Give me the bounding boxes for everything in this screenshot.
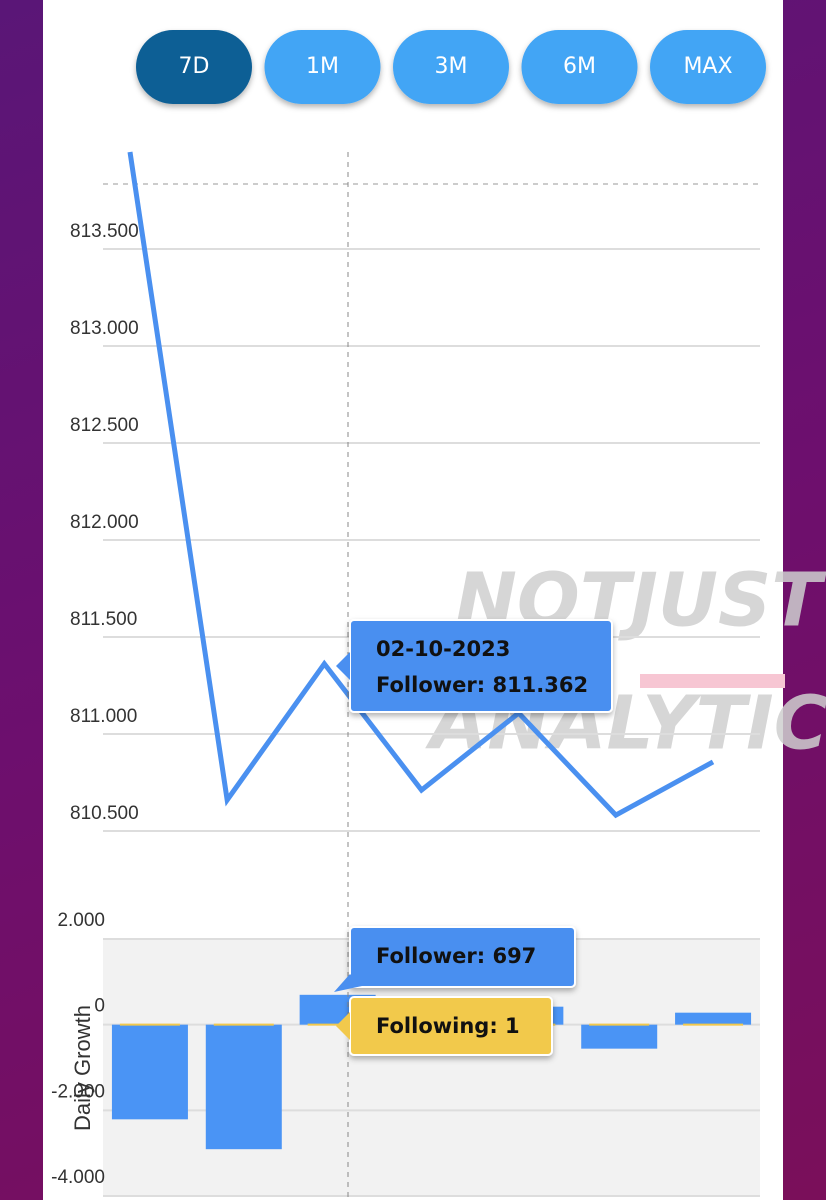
y-tick-label: 2.000 — [57, 910, 105, 931]
range-button[interactable]: 3M — [393, 30, 509, 104]
tooltip-box — [349, 619, 613, 713]
watermark: NOTJUST ANALYTICS — [425, 558, 826, 767]
tooltip-value: Following: 1 — [376, 1014, 520, 1038]
button-label[interactable]: 3M — [435, 54, 468, 79]
y-tick-label: 812.500 — [70, 415, 139, 436]
tooltip-pointer — [336, 652, 350, 680]
range-button[interactable]: 7D — [136, 30, 252, 104]
bar — [675, 1012, 752, 1025]
tooltip-pointer — [334, 974, 362, 992]
y-tick-label: -4.000 — [51, 1167, 105, 1188]
tooltips: 02-10-2023 Follower: 811.362 Follower: 6… — [334, 619, 613, 1056]
button-bg[interactable] — [521, 30, 638, 104]
y-tick-label: -2.000 — [51, 1081, 105, 1102]
button-label[interactable]: 7D — [179, 54, 210, 79]
range-button[interactable]: MAX — [650, 30, 766, 104]
tooltip-box — [349, 926, 576, 988]
y-tick-label: 0 — [94, 996, 105, 1017]
y-tick-label: 813.500 — [70, 221, 139, 242]
watermark-bar — [640, 674, 785, 688]
range-buttons: 7D 1M 3M 6M MAX — [136, 30, 766, 104]
range-button[interactable]: 6M — [521, 30, 638, 104]
tooltip-pointer — [336, 1012, 350, 1040]
y-tick-label: 813.000 — [70, 318, 139, 339]
line-series — [127, 151, 715, 819]
y-tick-label: 810.500 — [70, 803, 139, 824]
button-bg[interactable] — [393, 30, 509, 104]
tooltip-value: Follower: 697 — [376, 944, 536, 968]
button-label[interactable]: 6M — [563, 54, 596, 79]
y-tick-label: 811.500 — [70, 609, 137, 630]
y-tick-label: 811.000 — [70, 706, 137, 727]
bar — [111, 1024, 188, 1120]
button-label[interactable]: 1M — [306, 54, 339, 79]
tooltip-date: 02-10-2023 — [376, 637, 510, 661]
button-label[interactable]: MAX — [683, 54, 732, 79]
button-bg[interactable] — [650, 30, 766, 104]
tooltip-value: Follower: 811.362 — [376, 673, 588, 697]
bar — [205, 1024, 282, 1150]
y-tick-label: 812.000 — [70, 512, 139, 533]
range-button[interactable]: 1M — [264, 30, 381, 104]
button-bg[interactable] — [264, 30, 381, 104]
line-chart — [127, 151, 715, 819]
y-axis-title: Daily Growth — [70, 1005, 95, 1131]
button-bg[interactable] — [136, 30, 252, 104]
bar — [581, 1024, 658, 1049]
